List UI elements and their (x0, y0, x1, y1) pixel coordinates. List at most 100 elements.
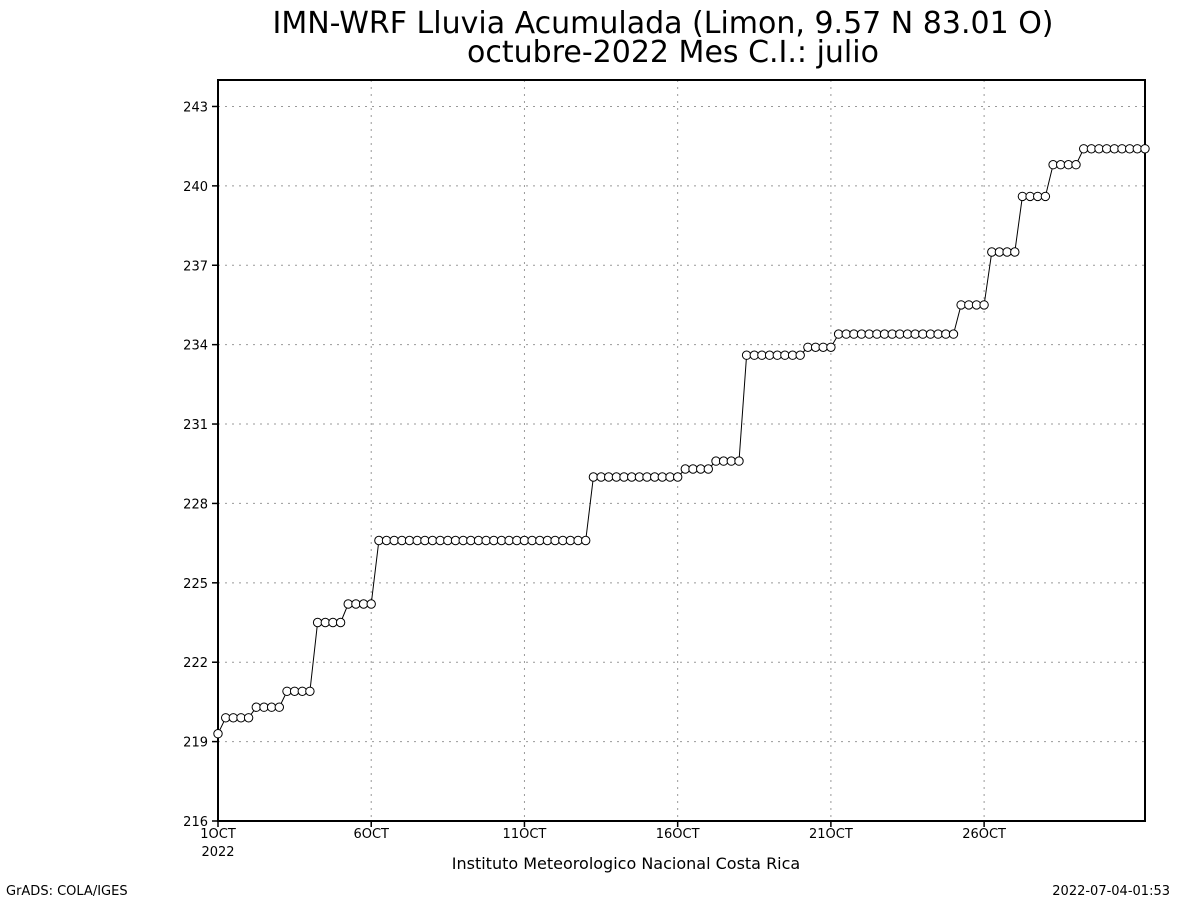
data-point (412, 535, 422, 546)
data-point (818, 342, 828, 352)
data-point (703, 464, 713, 474)
data-point (1002, 247, 1012, 257)
data-point (734, 456, 744, 466)
data-point (565, 535, 576, 546)
data-point (726, 456, 736, 466)
data-point (902, 329, 913, 339)
y-tick-label: 234 (183, 339, 208, 354)
data-point (956, 300, 966, 310)
data-point (404, 535, 415, 546)
y-tick-label: 240 (183, 180, 208, 195)
chart-subtitle: octubre-2022 Mes C.I.: julio (467, 35, 879, 70)
data-point (550, 535, 560, 546)
data-point (757, 350, 767, 360)
grads-credit: GrADS: COLA/IGES (6, 884, 128, 899)
data-point (366, 599, 376, 609)
data-point (1010, 247, 1020, 257)
x-tick-label: 16OCT (656, 827, 700, 842)
data-point (519, 535, 530, 546)
data-point (335, 617, 346, 628)
data-point (1140, 144, 1150, 154)
data-point (504, 535, 514, 546)
series-path (217, 148, 1145, 734)
data-point (581, 535, 591, 546)
data-point (427, 535, 438, 546)
data-point (642, 472, 652, 482)
x-axis: 1OCT 2022 6OCT 11OCT 16OCT 21OCT 26OCT (200, 821, 1006, 860)
plot-frame (217, 79, 1146, 822)
x-tick-label: 1OCT (200, 827, 236, 842)
y-tick-label: 222 (183, 656, 208, 671)
data-point (213, 729, 223, 739)
x-tick-label: 6OCT (353, 827, 389, 842)
data-point (841, 329, 851, 339)
data-point (657, 472, 667, 482)
data-point (895, 329, 905, 339)
data-point (665, 472, 675, 482)
y-tick-label: 228 (183, 497, 208, 512)
data-point (1071, 160, 1081, 170)
data-point (305, 686, 315, 696)
data-point (1117, 144, 1127, 154)
data-point (466, 535, 476, 546)
y-tick-label: 243 (183, 100, 208, 115)
data-point (933, 329, 943, 339)
data-point (1094, 144, 1104, 154)
x-axis-label: Instituto Meteorologico Nacional Costa R… (452, 854, 800, 873)
x-tick-year-label: 2022 (201, 845, 234, 860)
data-point (673, 472, 683, 482)
x-tick-label: 21OCT (809, 827, 853, 842)
data-point (1017, 191, 1028, 202)
data-point (489, 535, 499, 546)
data-point (251, 702, 261, 712)
grid-lines (218, 80, 1145, 821)
data-point (864, 329, 874, 339)
data-point (243, 713, 254, 723)
x-tick-label: 11OCT (503, 827, 547, 842)
data-point (688, 464, 698, 474)
data-point (795, 350, 805, 360)
data-point (941, 329, 951, 339)
y-tick-label: 219 (183, 736, 208, 751)
data-point (351, 599, 361, 609)
timestamp: 2022-07-04-01:53 (1052, 884, 1170, 899)
data-point (588, 472, 599, 482)
data-point (343, 599, 353, 609)
data-point (1056, 160, 1066, 170)
series-line (213, 144, 1150, 739)
data-point (948, 329, 959, 339)
data-point (741, 350, 752, 360)
data-point (918, 329, 928, 339)
data-point (328, 617, 338, 628)
x-tick-label: 26OCT (962, 827, 1006, 842)
data-point (481, 535, 491, 546)
data-point (1040, 191, 1051, 202)
data-point (381, 535, 392, 546)
data-point (274, 702, 284, 712)
data-point (780, 350, 790, 360)
data-point (619, 472, 629, 482)
data-point (604, 472, 614, 482)
data-point (627, 472, 637, 482)
data-point (443, 535, 453, 546)
data-point (879, 329, 890, 339)
data-point (856, 329, 867, 339)
data-point (1033, 191, 1043, 202)
data-point (803, 342, 813, 352)
data-point (542, 535, 553, 546)
data-point (389, 535, 399, 546)
y-tick-label: 231 (183, 418, 208, 433)
data-point (527, 535, 537, 546)
data-point (718, 456, 729, 466)
data-point (994, 247, 1005, 257)
y-tick-label: 237 (183, 259, 208, 274)
data-point (266, 702, 277, 712)
chart-title: IMN-WRF Lluvia Acumulada (Limon, 9.57 N … (272, 6, 1053, 41)
y-axis: 216 219 222 225 228 231 234 237 240 243 (183, 100, 218, 830)
data-point (964, 300, 974, 310)
y-tick-label: 225 (183, 577, 208, 592)
data-point (680, 464, 690, 474)
data-point (1079, 144, 1089, 154)
y-tick-label: 216 (183, 815, 208, 830)
